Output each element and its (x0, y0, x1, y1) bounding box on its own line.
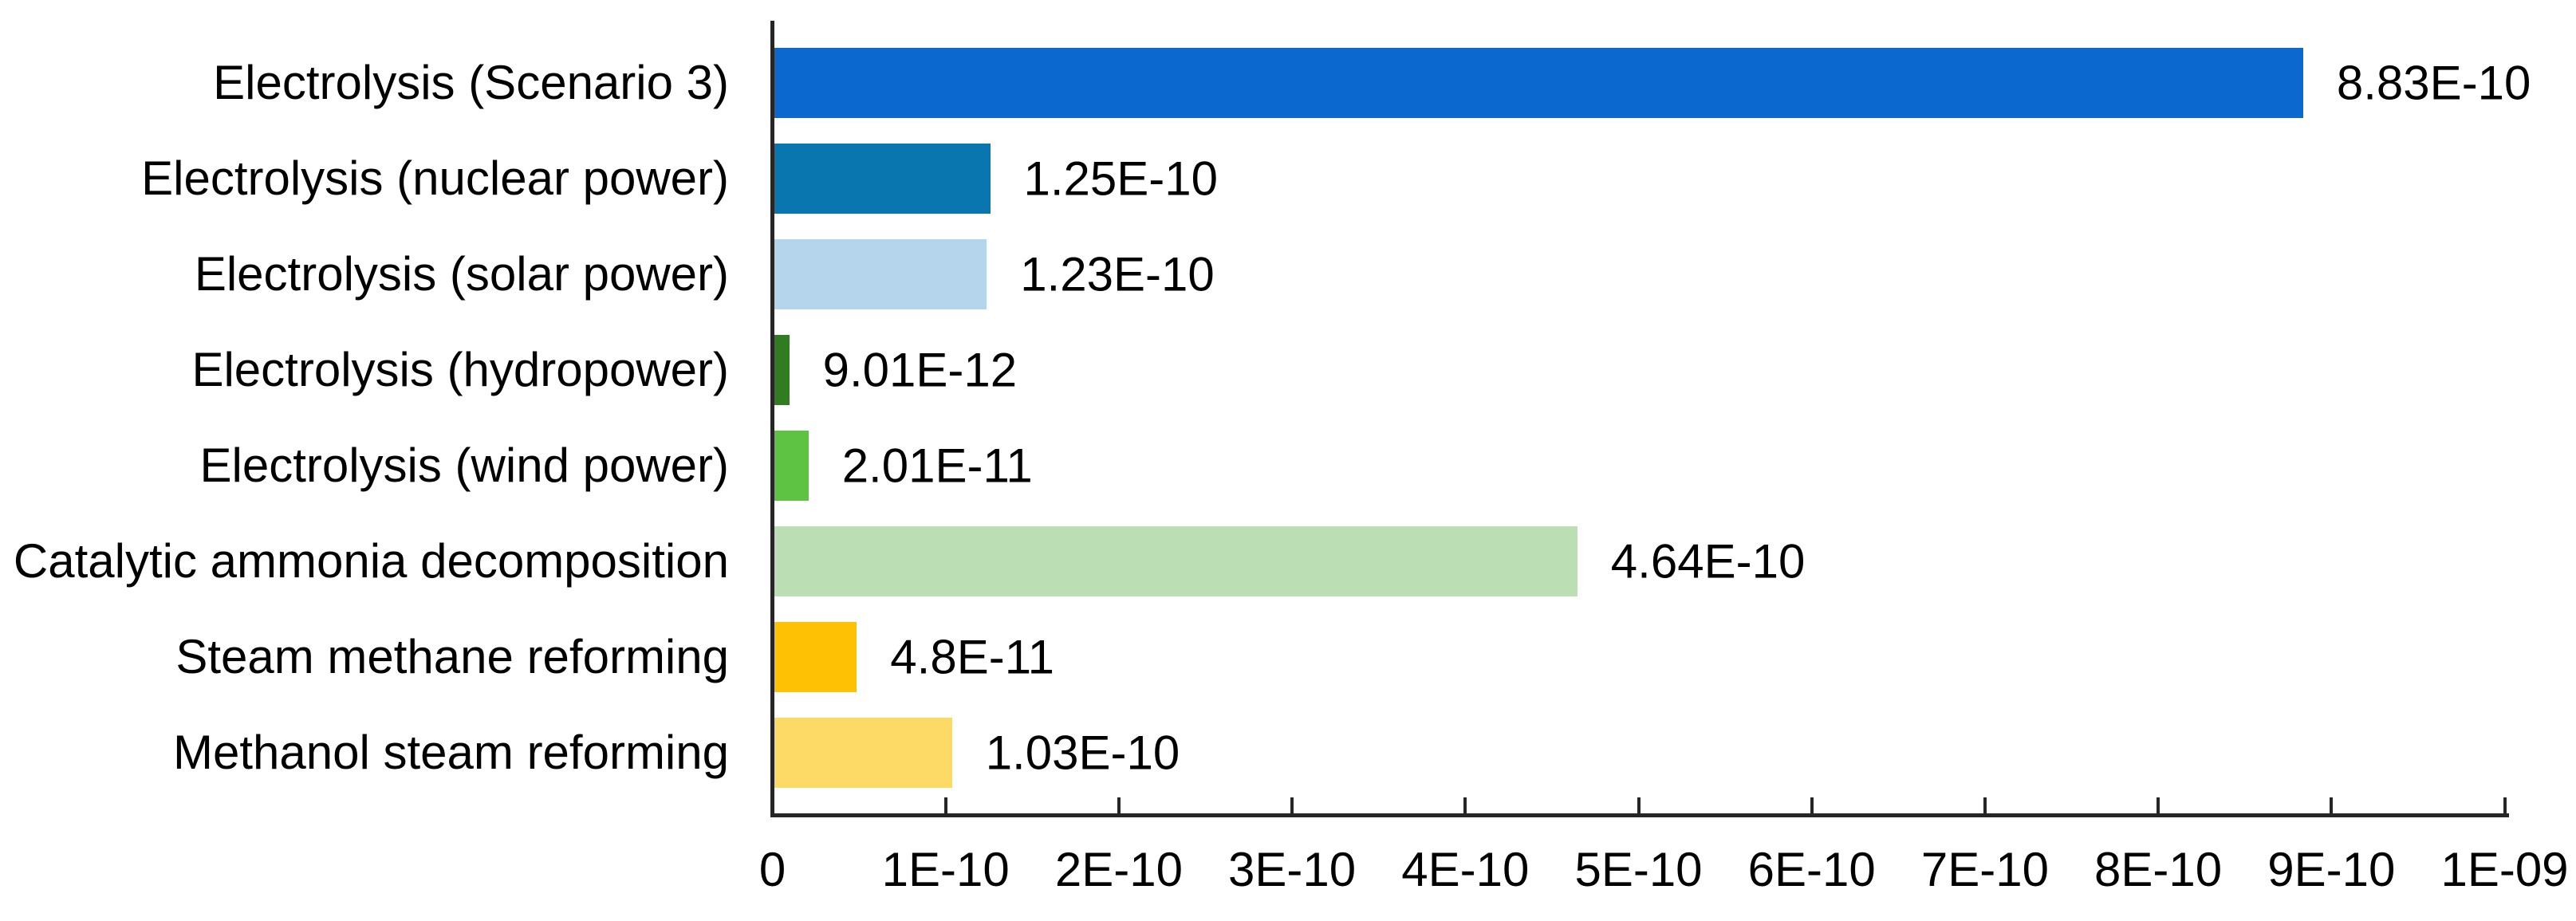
chart-row: Electrolysis (nuclear power) 1.25E-10 (0, 131, 2576, 226)
x-tick-label: 1E-09 (2440, 843, 2569, 896)
value-label: 1.25E-10 (1023, 152, 1219, 206)
chart-row: Methanol steam reforming 1.03E-10 (0, 705, 2576, 801)
chart-rows: Electrolysis (Scenario 3) 8.83E-10 Electro… (0, 35, 2576, 801)
value-label: 2.01E-11 (841, 439, 1033, 493)
category-label: Methanol steam reforming (173, 726, 729, 779)
x-tick-label: 2E-10 (1054, 843, 1183, 896)
bar-track: 4.8E-11 (774, 609, 2506, 705)
bar (774, 526, 1578, 596)
bar (774, 48, 2303, 118)
bar-track: 8.83E-10 (774, 35, 2531, 131)
x-tick-label: 1E-10 (881, 843, 1010, 896)
x-tick (1117, 797, 1121, 813)
chart-row: Electrolysis (Scenario 3) 8.83E-10 (0, 35, 2576, 131)
bar (774, 622, 857, 692)
y-axis-line (770, 21, 774, 817)
bar (774, 239, 987, 309)
value-label: 8.83E-10 (2336, 56, 2531, 110)
x-tick-label: 0 (758, 843, 786, 896)
value-label: 9.01E-12 (822, 343, 1018, 397)
x-tick (1463, 797, 1467, 813)
value-label: 1.23E-10 (1020, 247, 1215, 301)
chart-row: Electrolysis (wind power) 2.01E-11 (0, 418, 2576, 514)
x-tick (1290, 797, 1294, 813)
x-tick-label: 7E-10 (1920, 843, 2049, 896)
bar (774, 718, 952, 788)
bar (774, 431, 809, 501)
x-tick (2330, 797, 2334, 813)
x-tick-label: 8E-10 (2094, 843, 2223, 896)
x-tick (1983, 797, 1987, 813)
chart-row: Catalytic ammonia decomposition 4.64E-10 (0, 514, 2576, 609)
bar-track: 4.64E-10 (774, 514, 2506, 609)
bar-track: 9.01E-12 (774, 322, 2506, 418)
x-tick (2157, 797, 2160, 813)
value-label: 4.8E-11 (890, 630, 1054, 684)
x-tick-label: 5E-10 (1574, 843, 1703, 896)
category-label: Electrolysis (Scenario 3) (213, 56, 729, 109)
x-tick-label: 6E-10 (1747, 843, 1876, 896)
category-label: Electrolysis (wind power) (199, 439, 729, 492)
chart-row: Electrolysis (solar power) 1.23E-10 (0, 226, 2576, 322)
x-tick (943, 797, 947, 813)
x-tick (1810, 797, 1814, 813)
bar-track: 1.03E-10 (774, 705, 2506, 801)
value-label: 1.03E-10 (985, 726, 1180, 780)
category-label: Steam methane reforming (175, 630, 729, 683)
x-tick (1637, 797, 1641, 813)
x-tick (2503, 797, 2507, 813)
x-axis-line (770, 813, 2509, 817)
chart-row: Electrolysis (hydropower) 9.01E-12 (0, 322, 2576, 418)
bar (774, 335, 790, 405)
bar-track: 2.01E-11 (774, 418, 2506, 514)
category-label: Catalytic ammonia decomposition (13, 534, 729, 588)
x-tick-label: 4E-10 (1401, 843, 1530, 896)
bar (774, 144, 991, 214)
category-label: Electrolysis (solar power) (194, 247, 729, 301)
category-label: Electrolysis (nuclear power) (141, 152, 729, 205)
x-tick (770, 797, 774, 813)
bar-track: 1.25E-10 (774, 131, 2506, 226)
x-tick-label: 3E-10 (1228, 843, 1357, 896)
value-label: 4.64E-10 (1610, 534, 1806, 588)
category-label: Electrolysis (hydropower) (191, 343, 729, 396)
bar-track: 1.23E-10 (774, 226, 2506, 322)
chart-row: Steam methane reforming 4.8E-11 (0, 609, 2576, 705)
x-tick-label: 9E-10 (2267, 843, 2396, 896)
